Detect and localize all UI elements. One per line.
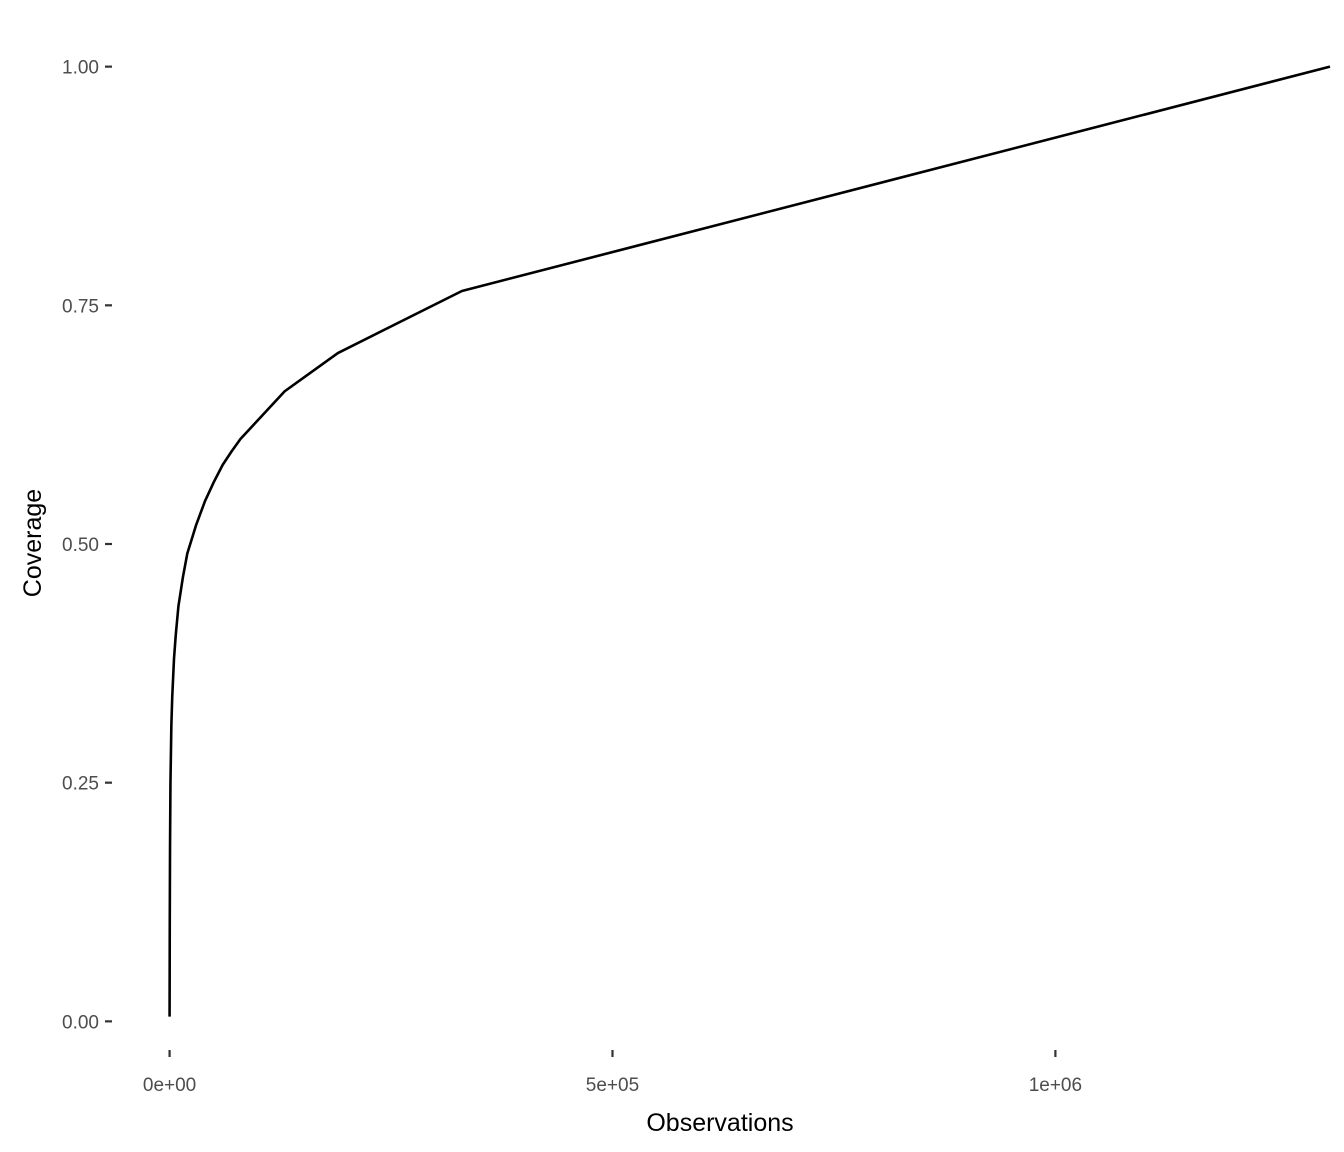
x-axis-title: Observations: [646, 1109, 793, 1137]
plot-area: [168, 65, 1331, 1017]
y-tick-label: 1.00: [62, 58, 99, 79]
x-axis: 0e+00 5e+05 1e+06: [143, 1050, 1082, 1096]
x-tick-label: 1e+06: [1029, 1075, 1082, 1096]
y-tick-label: 0.75: [62, 296, 99, 317]
coverage-series-line: [168, 65, 1331, 1017]
y-tick-label: 0.00: [62, 1012, 99, 1033]
x-tick-label: 0e+00: [143, 1075, 196, 1096]
y-axis-title: Coverage: [19, 489, 47, 597]
y-tick-label: 0.25: [62, 774, 99, 795]
y-tick-label: 0.50: [62, 535, 99, 556]
x-tick-label: 5e+05: [586, 1075, 639, 1096]
y-axis: 0.00 0.25 0.50 0.75 1.00: [62, 58, 112, 1033]
